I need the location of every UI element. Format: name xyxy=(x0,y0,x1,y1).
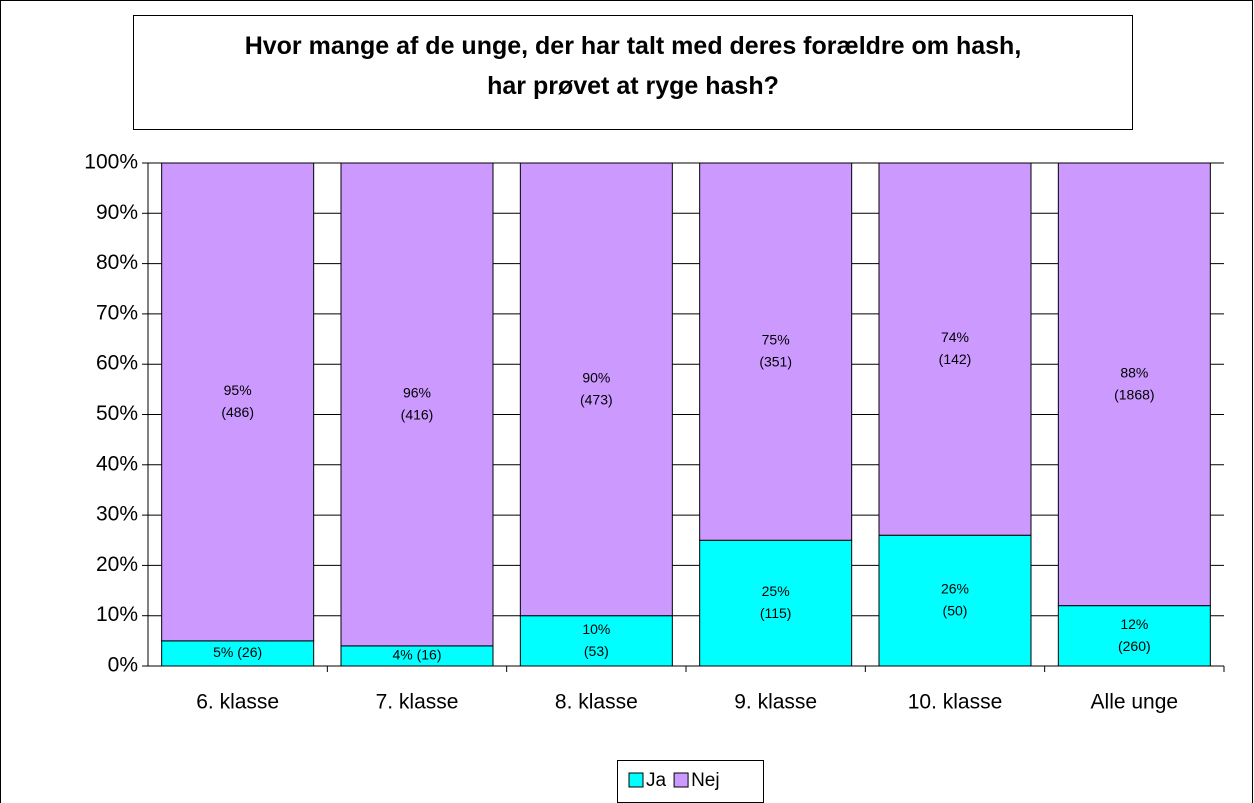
bar-segment xyxy=(161,162,315,642)
y-tick-label: 30% xyxy=(96,503,138,526)
bar-segment xyxy=(519,615,673,667)
x-tick-label: 7. klasse xyxy=(376,691,459,714)
bar-segment xyxy=(699,539,853,667)
y-tick-label: 50% xyxy=(96,402,138,425)
data-label: 4% (16) xyxy=(392,647,441,663)
bar-segment xyxy=(161,640,315,667)
bar-segment xyxy=(878,534,1032,667)
data-label: 25% (115) xyxy=(760,583,792,621)
data-label: 74% (142) xyxy=(939,329,972,367)
bar-segment xyxy=(699,162,853,541)
data-label: 5% (26) xyxy=(213,644,262,660)
legend-label: Ja xyxy=(646,770,667,791)
bar-segment xyxy=(1057,605,1211,667)
data-label: 88% (1868) xyxy=(1114,364,1154,402)
x-tick-label: Alle unge xyxy=(1091,691,1179,714)
data-label: 96% (416) xyxy=(401,384,434,422)
legend-label: Nej xyxy=(691,770,720,791)
chart-title: Hvor mange af de unge, der har talt med … xyxy=(245,32,1022,100)
y-tick-label: 80% xyxy=(96,251,138,274)
x-tick-label: 8. klasse xyxy=(555,691,638,714)
bar-segment xyxy=(519,162,673,617)
x-tick-label: 9. klasse xyxy=(734,691,817,714)
y-tick-label: 60% xyxy=(96,352,138,375)
data-label: 12% (260) xyxy=(1118,616,1151,654)
data-label: 95% (486) xyxy=(221,382,254,420)
y-tick-label: 100% xyxy=(84,151,138,174)
bar-segment xyxy=(340,162,494,647)
y-tick-label: 20% xyxy=(96,553,138,576)
data-label: 26% (50) xyxy=(941,580,969,618)
bar-segment xyxy=(1057,162,1211,607)
legend-swatch xyxy=(628,772,644,788)
y-tick-label: 70% xyxy=(96,301,138,324)
y-tick-label: 90% xyxy=(96,201,138,224)
title-box xyxy=(133,15,1133,130)
bar-segment xyxy=(878,162,1032,536)
y-tick-label: 10% xyxy=(96,603,138,626)
y-tick-label: 0% xyxy=(108,654,138,677)
x-tick-label: 10. klasse xyxy=(908,691,1003,714)
legend-swatch xyxy=(673,772,689,788)
data-label: 10% (53) xyxy=(582,621,610,659)
data-label: 90% (473) xyxy=(580,369,613,407)
data-label: 75% (351) xyxy=(759,331,792,369)
y-tick-label: 40% xyxy=(96,452,138,475)
x-tick-label: 6. klasse xyxy=(196,691,279,714)
